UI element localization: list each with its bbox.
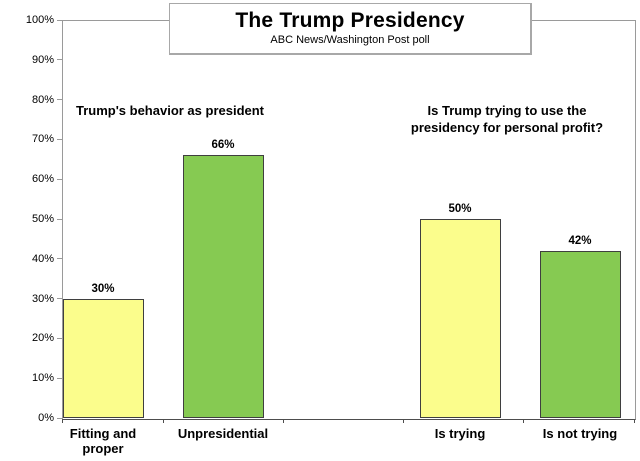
y-axis-tick bbox=[57, 99, 62, 101]
bar-is-not-trying bbox=[539, 250, 621, 418]
y-axis-tick-label: 10% bbox=[31, 372, 54, 385]
category-label-unpresidential: Unpresidential bbox=[177, 426, 269, 441]
group-heading-behavior: Trump's behavior as president bbox=[76, 102, 264, 119]
bar-value-label-fitting-and-proper: 30% bbox=[91, 282, 115, 295]
category-label-is-trying: Is trying bbox=[434, 426, 486, 441]
y-axis-tick bbox=[57, 417, 62, 419]
category-label-is-not-trying: Is not trying bbox=[542, 426, 618, 441]
x-axis-tick bbox=[62, 419, 63, 423]
x-axis-tick bbox=[283, 419, 284, 423]
chart-title: The Trump Presidency bbox=[235, 9, 465, 32]
y-axis-tick-label: 40% bbox=[31, 252, 54, 265]
bar-is-trying bbox=[419, 219, 501, 418]
group-heading-line: presidency for personal profit? bbox=[410, 120, 604, 135]
group-heading-line: Is Trump trying to use the bbox=[427, 103, 587, 118]
bar-value-label-unpresidential: 66% bbox=[211, 139, 235, 152]
y-axis-tick bbox=[57, 59, 62, 61]
y-axis-tick-label: 30% bbox=[31, 292, 54, 305]
y-axis-tick-label: 20% bbox=[31, 332, 54, 345]
chart-title-box: The Trump Presidency ABC News/Washington… bbox=[169, 3, 532, 55]
y-axis-tick bbox=[57, 337, 62, 339]
x-axis-tick bbox=[634, 419, 635, 423]
y-axis-tick-label: 80% bbox=[31, 93, 54, 106]
group-heading-line: Trump's behavior as president bbox=[75, 103, 265, 118]
bar-fitting-and-proper bbox=[62, 298, 144, 418]
y-axis-tick-label: 90% bbox=[31, 53, 54, 66]
y-axis-tick-label: 0% bbox=[38, 412, 54, 424]
y-axis-tick-label: 60% bbox=[31, 173, 54, 186]
x-axis-tick bbox=[523, 419, 524, 423]
bar-unpresidential bbox=[182, 155, 264, 418]
y-axis-tick-label: 100% bbox=[25, 14, 54, 26]
group-heading-personal-profit: Is Trump trying to use the presidency fo… bbox=[411, 102, 603, 136]
x-axis-tick bbox=[163, 419, 164, 423]
y-axis-tick-label: 70% bbox=[31, 133, 54, 146]
y-axis-tick bbox=[57, 218, 62, 220]
y-axis-tick bbox=[57, 138, 62, 140]
y-axis-tick-label: 50% bbox=[31, 213, 54, 225]
x-axis-tick bbox=[403, 419, 404, 423]
y-axis-tick bbox=[57, 178, 62, 180]
y-axis-tick bbox=[57, 377, 62, 379]
bar-value-label-is-trying: 50% bbox=[448, 203, 472, 215]
chart-subtitle: ABC News/Washington Post poll bbox=[270, 34, 430, 46]
y-axis-tick bbox=[57, 298, 62, 300]
y-axis-tick bbox=[57, 258, 62, 260]
category-label-fitting-and-proper: Fitting and proper bbox=[69, 426, 137, 456]
y-axis-tick bbox=[57, 19, 62, 21]
bar-value-label-is-not-trying: 42% bbox=[568, 234, 592, 247]
